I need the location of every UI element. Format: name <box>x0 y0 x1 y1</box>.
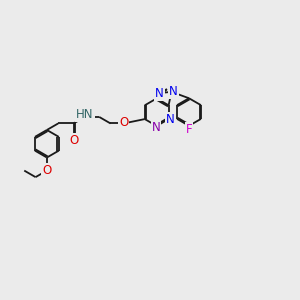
Text: O: O <box>119 116 128 129</box>
Text: O: O <box>42 164 52 177</box>
Text: N: N <box>155 87 164 100</box>
Text: HN: HN <box>76 108 94 121</box>
Text: F: F <box>186 123 192 136</box>
Text: N: N <box>169 85 178 98</box>
Text: O: O <box>69 134 78 147</box>
Text: N: N <box>152 121 161 134</box>
Text: N: N <box>166 113 174 126</box>
